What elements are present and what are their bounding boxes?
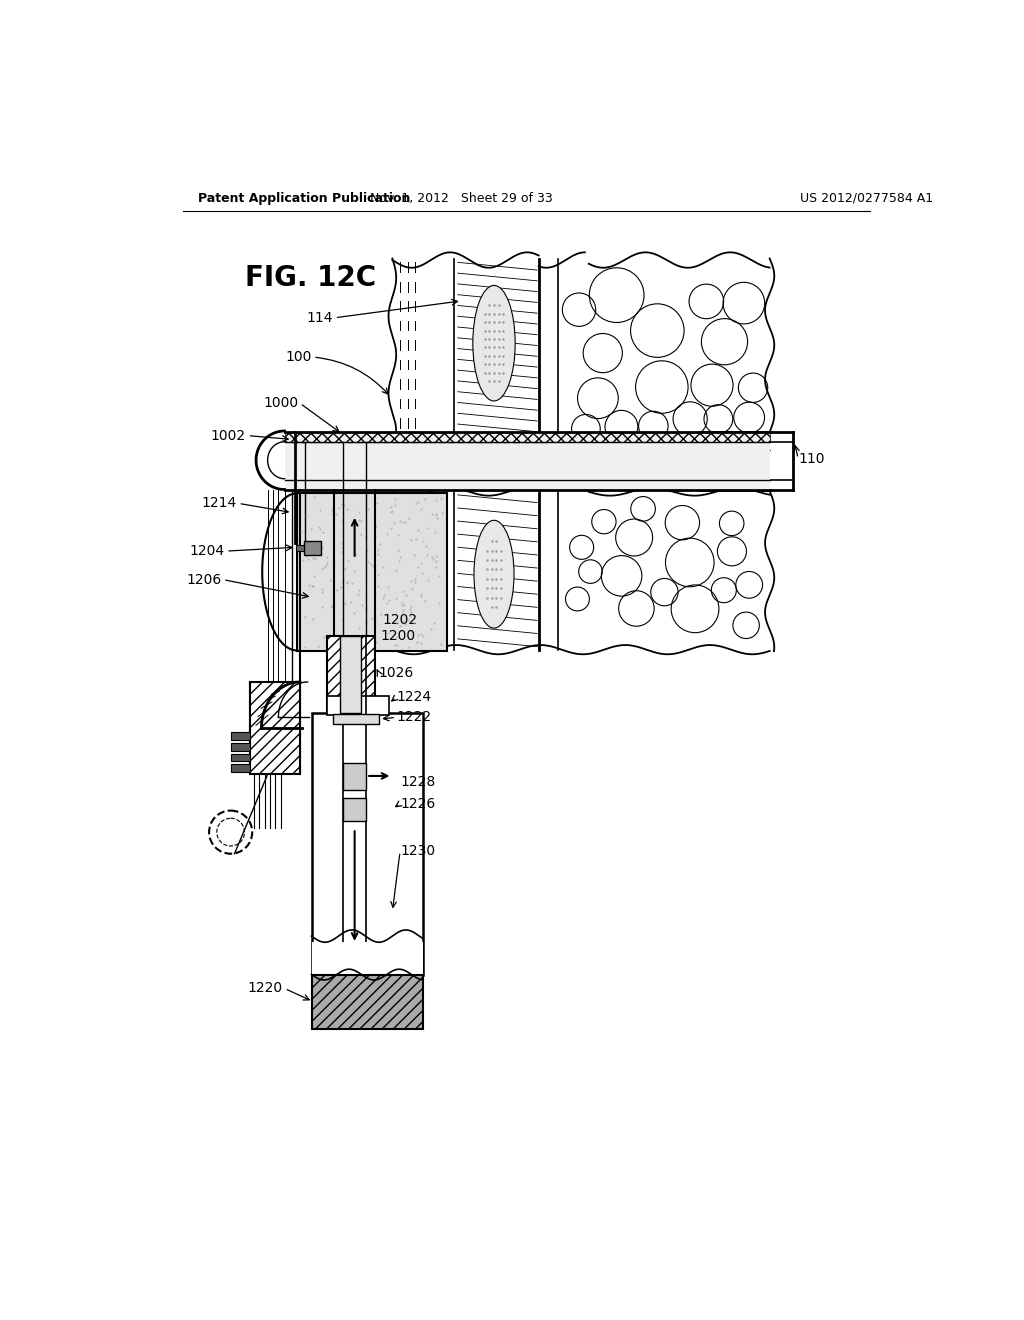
Text: 100: 100 (285, 350, 311, 364)
Text: 1202: 1202 (382, 614, 418, 627)
Bar (311, 713, 423, 974)
Bar (327, 636, 376, 713)
Text: 1230: 1230 (400, 845, 435, 858)
Bar (230, 754, 250, 762)
Text: 1002: 1002 (211, 429, 246, 442)
Text: 1220: 1220 (248, 982, 283, 995)
Text: Nov. 1, 2012   Sheet 29 of 33: Nov. 1, 2012 Sheet 29 of 33 (371, 191, 553, 205)
Text: Patent Application Publication: Patent Application Publication (199, 191, 411, 205)
Text: 1000: 1000 (263, 396, 298, 411)
Bar (230, 743, 250, 751)
Text: 1206: 1206 (186, 573, 221, 586)
Bar (285, 432, 770, 442)
Bar (333, 714, 379, 723)
Ellipse shape (473, 285, 515, 401)
Bar (285, 432, 770, 490)
Bar (230, 733, 250, 739)
Text: 1200: 1200 (381, 628, 416, 643)
Text: 1214: 1214 (202, 496, 237, 511)
Text: 1226: 1226 (400, 797, 435, 810)
Bar (230, 764, 250, 772)
Text: 114: 114 (306, 310, 333, 325)
Text: US 2012/0277584 A1: US 2012/0277584 A1 (801, 191, 934, 205)
Bar (311, 942, 423, 974)
Bar (311, 974, 423, 1028)
Text: 110: 110 (798, 451, 824, 466)
Bar (296, 545, 304, 552)
Text: 1026: 1026 (379, 665, 414, 680)
Ellipse shape (474, 520, 514, 628)
Bar (327, 696, 388, 715)
Text: 1224: 1224 (396, 690, 431, 705)
Bar (297, 494, 447, 651)
Bar (250, 682, 300, 775)
Text: 1222: 1222 (396, 710, 431, 725)
Text: 1228: 1228 (400, 775, 435, 789)
Bar (304, 541, 321, 554)
Bar (343, 763, 367, 789)
Text: 1204: 1204 (189, 544, 224, 558)
Bar (343, 797, 367, 821)
Bar (340, 636, 360, 713)
Text: FIG. 12C: FIG. 12C (245, 264, 376, 292)
